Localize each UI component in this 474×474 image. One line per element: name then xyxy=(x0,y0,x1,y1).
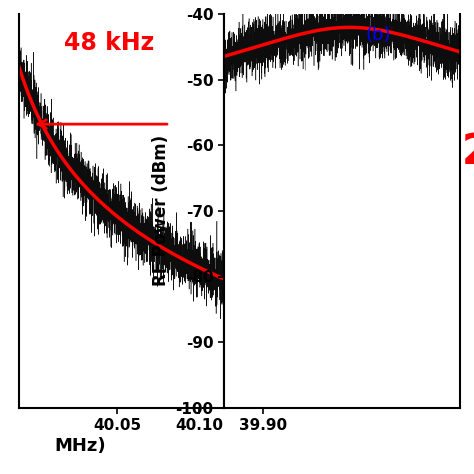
Y-axis label: RF Power (dBm): RF Power (dBm) xyxy=(152,136,170,286)
Text: (b): (b) xyxy=(365,26,391,44)
Text: MHz): MHz) xyxy=(55,437,106,455)
Text: 2: 2 xyxy=(462,131,474,173)
Text: 48 kHz: 48 kHz xyxy=(64,31,155,55)
